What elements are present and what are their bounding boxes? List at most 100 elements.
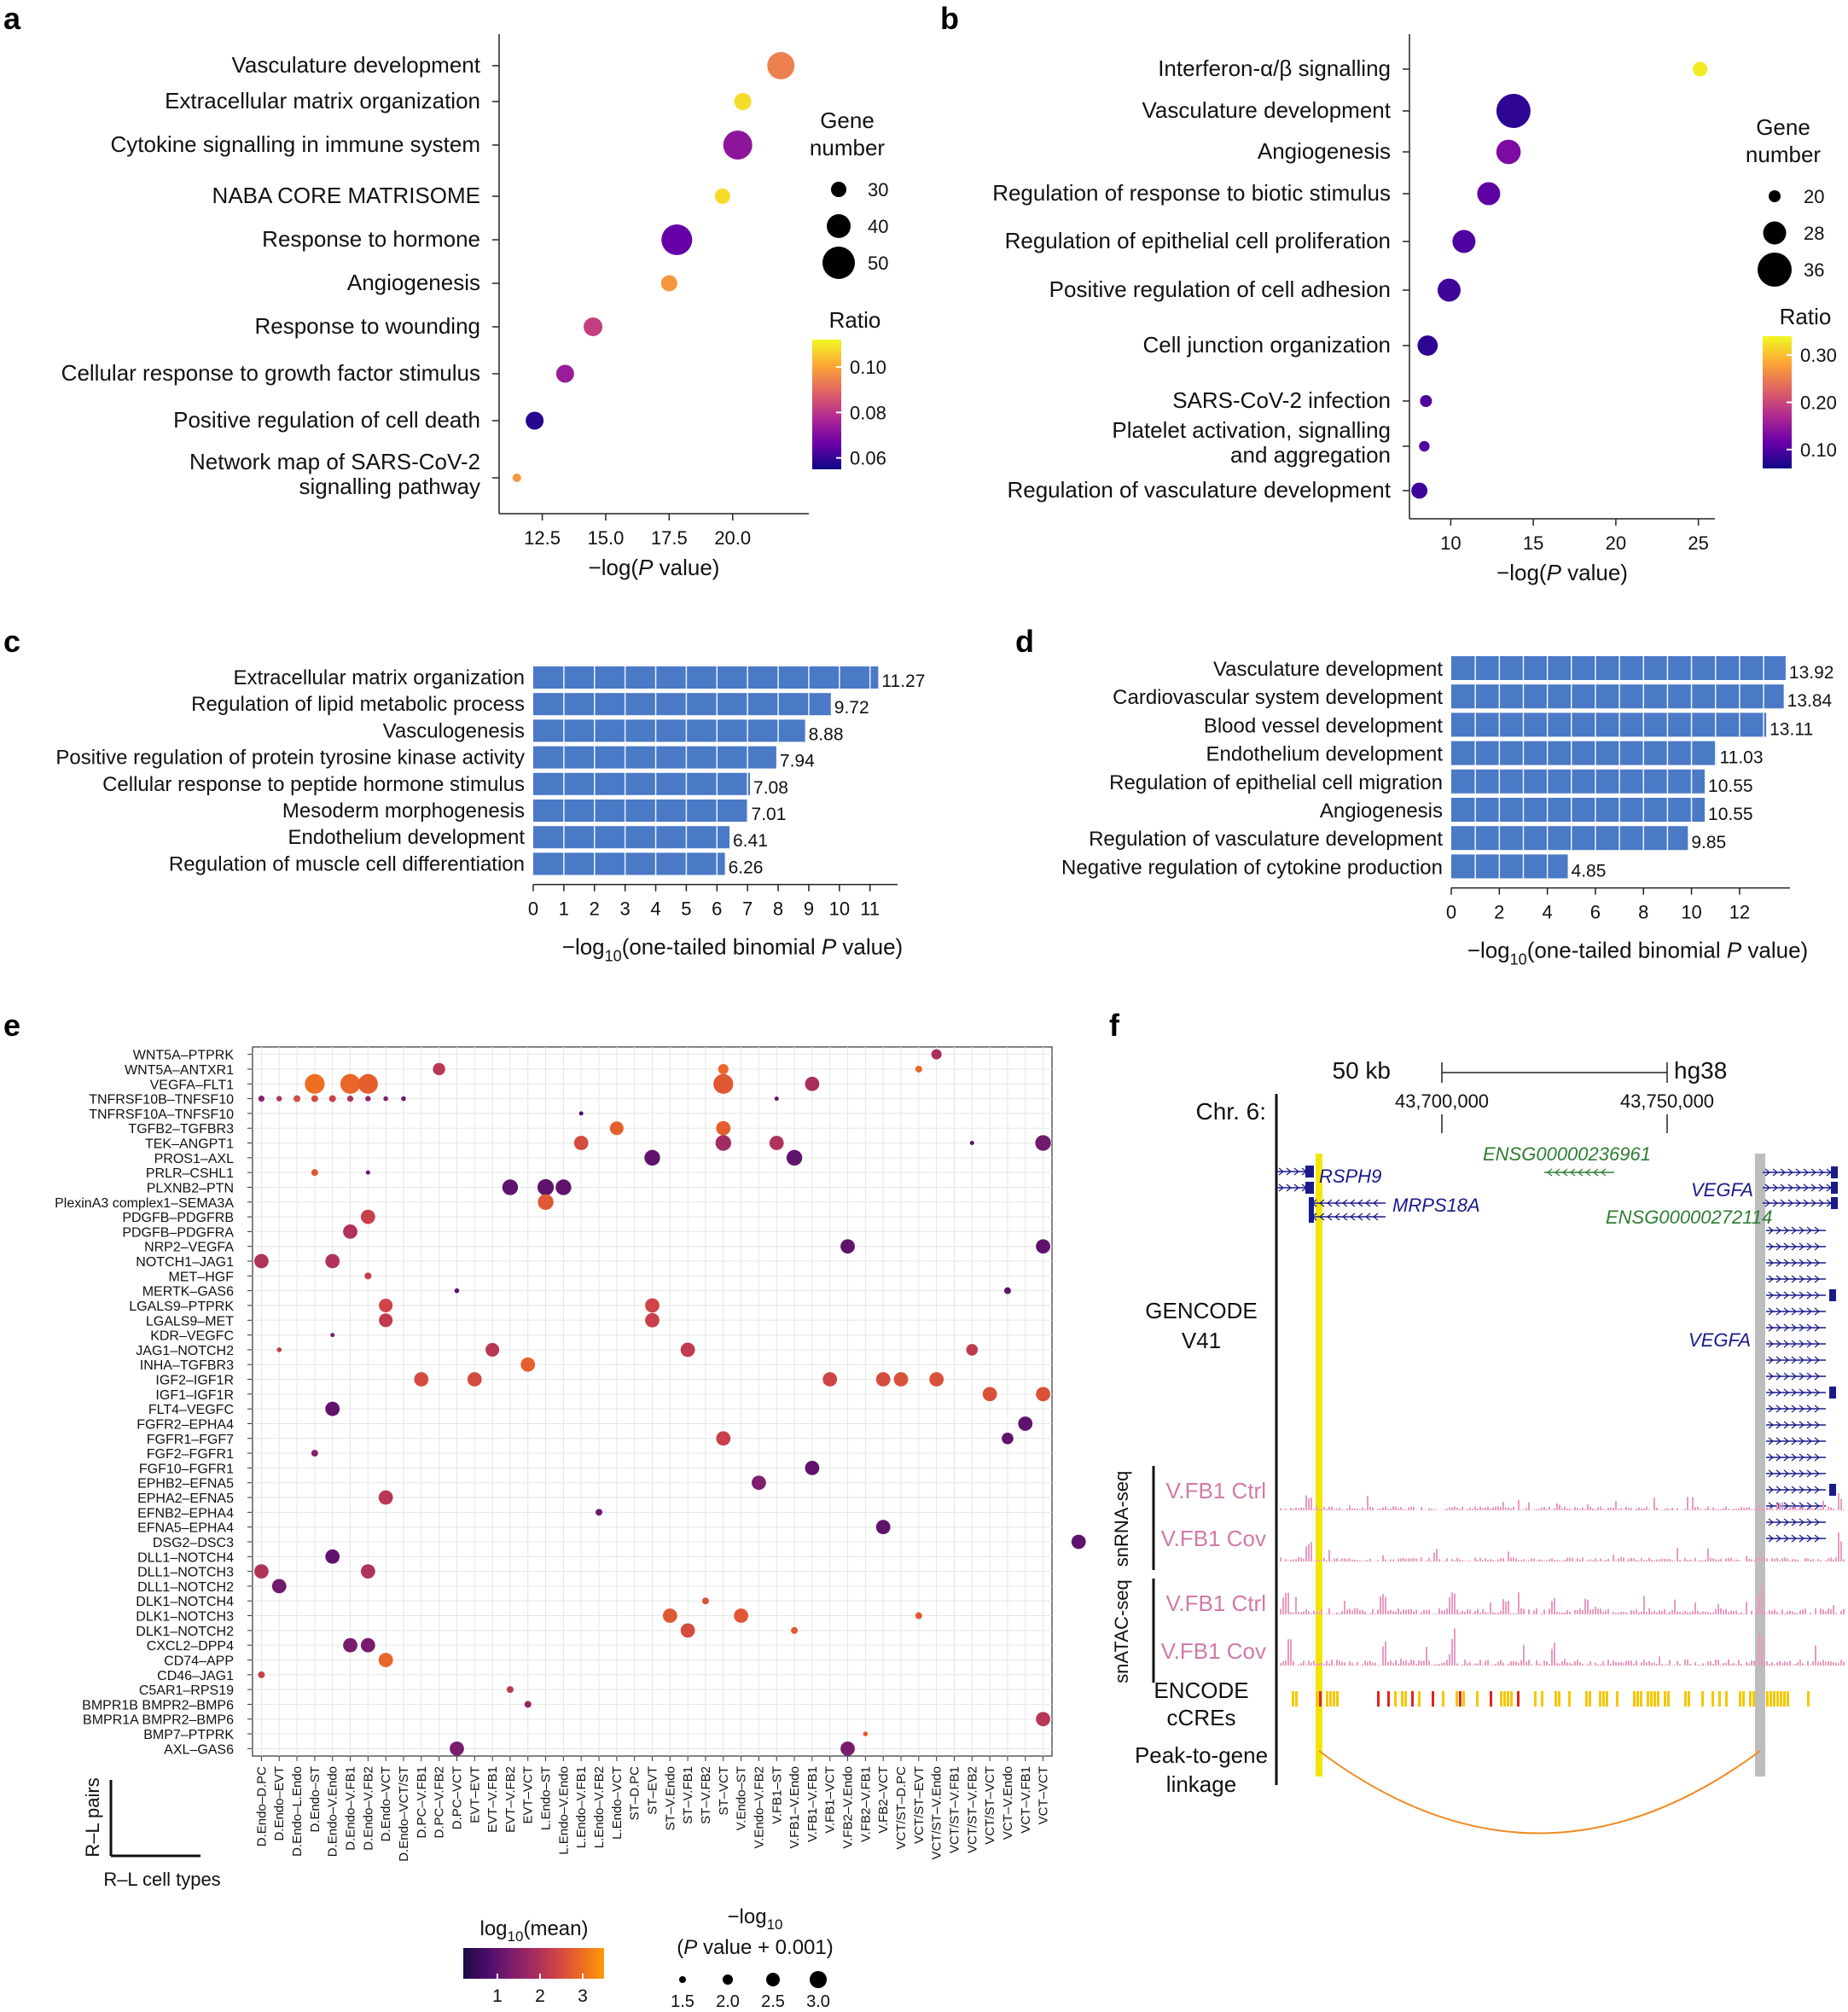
category-label-line: and aggregation [1230, 442, 1391, 468]
signal-bar [1290, 1639, 1292, 1666]
signal-bar [1646, 1506, 1648, 1510]
row-label: CD46–JAG1 [157, 1669, 234, 1683]
gene-arrow [1791, 1469, 1797, 1478]
signal-bar [1651, 1662, 1653, 1666]
signal-bar [1595, 1509, 1596, 1510]
signal-bar [1418, 1660, 1420, 1666]
gene-arrow [1768, 1323, 1774, 1332]
category-label-line: Angiogenesis [1258, 138, 1391, 164]
signal-bar [1830, 1557, 1832, 1561]
signal-bar [1633, 1663, 1635, 1666]
signal-bar [1413, 1507, 1415, 1510]
lr-dot [524, 1701, 532, 1708]
x-axis-title: −log(P value) [589, 555, 720, 580]
signal-bar [1820, 1662, 1822, 1666]
size-legend-title: −log10 [728, 1905, 783, 1933]
ccre-mark [1766, 1691, 1769, 1707]
signal-bar [1403, 1609, 1404, 1614]
x-axis-title-italic: P [822, 934, 837, 960]
size-legend-dot [1763, 221, 1787, 245]
color-legend-title: Ratio [1780, 304, 1832, 329]
x-tick-label: 10 [829, 898, 850, 920]
signal-bar [1285, 1593, 1287, 1614]
lr-dot [311, 1169, 318, 1177]
signal-bar [1339, 1507, 1340, 1510]
lr-dot [915, 1065, 922, 1073]
color-bar-label: 0.20 [1800, 393, 1837, 414]
ccre-mark [1787, 1691, 1789, 1707]
signal-bar [1472, 1665, 1473, 1666]
ccre-mark [1295, 1691, 1298, 1707]
signal-bar [1620, 1508, 1622, 1510]
gene-arrow [1775, 1421, 1781, 1429]
lr-dot [1018, 1416, 1033, 1431]
signal-bar [1577, 1660, 1578, 1666]
ccre-mark [1807, 1691, 1810, 1707]
signal-bar [1487, 1660, 1489, 1666]
signal-bar [1748, 1507, 1750, 1510]
gene-arrow [1342, 1212, 1348, 1221]
signal-bar [1602, 1509, 1604, 1510]
row-label: CXCL2–DPP4 [147, 1639, 234, 1654]
signal-bar [1720, 1608, 1722, 1614]
highlight-gray [1755, 1154, 1765, 1776]
signal-bar [1482, 1665, 1484, 1666]
gene-arrow [1775, 1486, 1781, 1494]
bar [533, 693, 831, 716]
signal-bar [1840, 1660, 1842, 1666]
gene-label-vegfa: VEGFA [1691, 1179, 1753, 1201]
x-tick-label: 8 [773, 898, 783, 920]
size-legend-italic: P [683, 1936, 697, 1959]
signal-bar [1459, 1612, 1461, 1614]
gene-arrow [1814, 1340, 1820, 1348]
signal-bar [1518, 1500, 1520, 1510]
lr-dot [254, 1253, 269, 1269]
signal-bar [1794, 1559, 1796, 1561]
signal-bar [1369, 1660, 1371, 1666]
column-label: V.FB2–V.FB1 [858, 1766, 873, 1842]
row-label: JAG1–NOTCH2 [136, 1344, 234, 1358]
gene-arrow [1814, 1469, 1820, 1478]
signal-bar [1497, 1661, 1499, 1666]
ccre-mark [1684, 1691, 1687, 1707]
signal-bar [1451, 1507, 1453, 1510]
signal-bar [1720, 1665, 1722, 1666]
signal-bar [1664, 1665, 1665, 1666]
signal-bar [1623, 1663, 1624, 1666]
signal-bar [1623, 1509, 1624, 1510]
column-label: EVT–EVT [468, 1766, 482, 1823]
lr-dot [555, 1179, 572, 1195]
gene-arrow [1780, 1199, 1786, 1207]
signal-bar [1740, 1612, 1742, 1614]
x-axis-title: −log(P value) [1496, 560, 1628, 585]
chromosome-label: Chr. 6: [1196, 1098, 1266, 1125]
signal-bar [1840, 1498, 1842, 1510]
lr-dot [573, 1136, 589, 1150]
lr-dot [340, 1073, 361, 1094]
signal-bar [1446, 1558, 1448, 1561]
signal-bar [1426, 1609, 1427, 1614]
signal-bar [1405, 1509, 1407, 1510]
value-label: 4.85 [1572, 861, 1607, 881]
signal-bar [1525, 1661, 1527, 1666]
column-label: D.Endo–D.PC [254, 1766, 269, 1846]
bar [1451, 798, 1706, 822]
signal-bar [1582, 1663, 1584, 1666]
signal-bar [1572, 1663, 1573, 1666]
signal-bar [1398, 1508, 1399, 1510]
signal-bar [1610, 1507, 1612, 1510]
gene-arrow [1806, 1486, 1812, 1494]
size-legend-value: 50 [868, 253, 888, 274]
column-label: ST–V.FB2 [699, 1766, 713, 1824]
x-tick-label: 1 [559, 898, 569, 920]
lr-dot [271, 1579, 287, 1594]
signal-bar [1438, 1559, 1440, 1561]
lr-dot [258, 1671, 265, 1678]
signal-bar [1735, 1559, 1737, 1561]
signal-bar [1293, 1660, 1294, 1666]
lr-dot [311, 1095, 318, 1102]
category-label: Extracellular matrix organization [234, 666, 525, 689]
signal-bar [1298, 1556, 1299, 1561]
signal-bar [1715, 1608, 1717, 1614]
signal-bar [1843, 1608, 1845, 1614]
